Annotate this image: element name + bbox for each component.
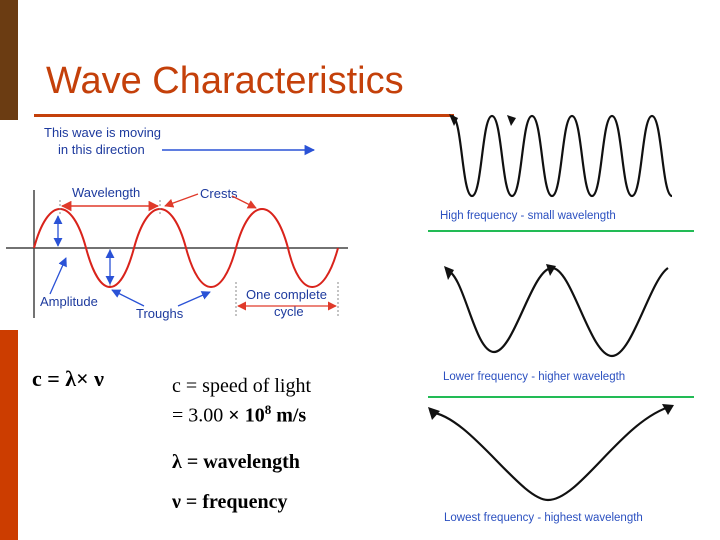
high-frequency-arrow-left [449,114,458,126]
amplitude-label: Amplitude [40,294,98,309]
equation-definitions: c = speed of light = 3.00 × 108 m/s λ = … [172,374,311,514]
wavelength-definition: λ = wavelength [172,450,300,473]
lowest-frequency-arrow-left [428,407,440,420]
crest-pointer-1 [164,193,199,208]
crests-label: Crests [200,186,238,201]
speed-of-light-value: = 3.00 × 108 m/s [172,398,311,428]
value-base: 10 [239,404,265,427]
direction-label-2: in this direction [58,142,145,157]
lowest-frequency-label: Lowest frequency - highest wavelength [444,512,643,524]
frequency-comparison: High frequency - small wavelength Lower … [428,114,694,524]
value-exponent: 8 [264,402,272,417]
crest-pointer-2 [231,195,257,209]
wave-curve [33,208,339,288]
frequency-definition: ν = frequency [172,490,288,513]
value-prefix: = 3.00 [172,404,229,427]
speed-of-light-definition: c = speed of light [172,375,312,397]
title-underline [34,114,454,117]
high-frequency-wave [450,114,674,198]
sidebar-accent-top [0,0,18,120]
lowest-frequency-wave [429,404,673,502]
wave-anatomy-diagram: This wave is moving in this direction Wa… [6,125,348,321]
troughs-label: Troughs [136,306,184,321]
lower-frequency-wave [445,266,669,358]
wavelength-label: Wavelength [72,185,140,200]
high-frequency-label: High frequency - small wavelength [440,210,616,222]
value-unit: m/s [271,404,307,427]
wave-equation: c = λ× ν [32,366,104,391]
lower-frequency-arrow-right [546,264,556,276]
trough-pointer-2 [177,291,211,307]
sidebar-accent-bottom [0,330,18,540]
amplitude-pointer [49,257,67,295]
cycle-label-1: One complete [246,287,327,302]
slide-title: Wave Characteristics [46,60,404,102]
lower-frequency-arrow-left [444,266,454,280]
direction-label-1: This wave is moving [44,125,161,140]
lower-frequency-label: Lower frequency - higher wavelegth [443,371,625,383]
lowest-frequency-arrow-right [662,404,674,415]
high-frequency-arrow-right [507,115,516,126]
trough-pointer-1 [111,289,145,307]
cycle-label-2: cycle [274,304,304,319]
times-sign: × [228,404,240,427]
